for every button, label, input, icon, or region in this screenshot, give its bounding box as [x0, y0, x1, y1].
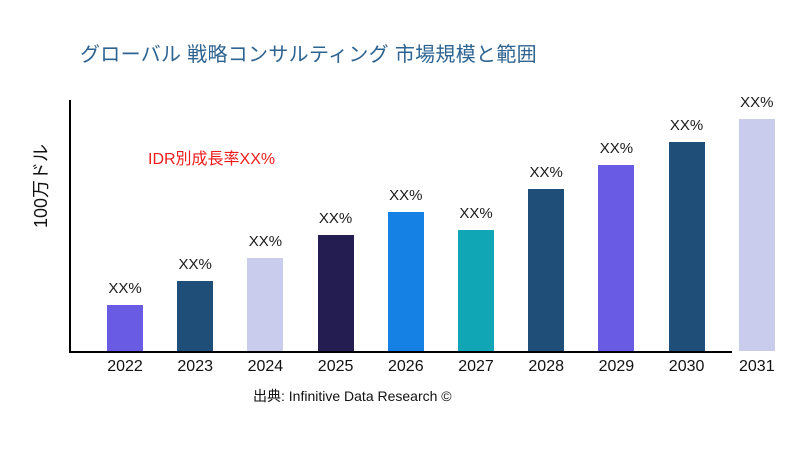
bar-2023 — [177, 281, 214, 351]
bar-value-label: XX% — [248, 233, 283, 250]
x-tick-label: 2028 — [528, 358, 564, 375]
x-tick-label: 2025 — [317, 358, 354, 375]
bar-2031 — [738, 119, 775, 351]
bar-value-label: XX% — [389, 187, 423, 204]
x-tick-label: 2031 — [739, 358, 775, 375]
bar-2028 — [528, 189, 565, 351]
bar-value-label: XX% — [318, 210, 353, 227]
bar-value-label: XX% — [108, 280, 142, 297]
bar-2029 — [598, 165, 635, 351]
x-axis-line — [69, 351, 732, 353]
bar-2022 — [107, 305, 143, 351]
growth-rate-annotation: IDR別成長率XX% — [148, 151, 276, 168]
x-tick-label: 2022 — [107, 358, 143, 375]
bar-2027 — [458, 230, 494, 351]
bar-value-label: XX% — [459, 205, 493, 222]
bar-2030 — [668, 142, 705, 351]
bar-value-label: XX% — [669, 117, 704, 134]
x-tick-label: 2024 — [247, 358, 284, 375]
x-tick-label: 2029 — [598, 358, 635, 375]
bar-2025 — [317, 235, 354, 351]
x-tick-label: 2027 — [458, 358, 494, 375]
chart-title: グローバル 戦略コンサルティング 市場規模と範囲 — [80, 44, 537, 66]
y-axis-line — [69, 100, 71, 353]
bar-value-label: XX% — [178, 256, 212, 273]
x-tick-label: 2023 — [177, 358, 213, 375]
bar-value-label: XX% — [529, 164, 563, 181]
x-tick-label: 2030 — [668, 358, 705, 375]
x-tick-label: 2026 — [388, 358, 424, 375]
source-caption: 出典: Infinitive Data Research © — [253, 388, 452, 404]
bar-value-label: XX% — [740, 94, 774, 111]
bar-2026 — [387, 212, 424, 351]
bar-2024 — [247, 258, 284, 351]
bar-value-label: XX% — [599, 140, 634, 157]
